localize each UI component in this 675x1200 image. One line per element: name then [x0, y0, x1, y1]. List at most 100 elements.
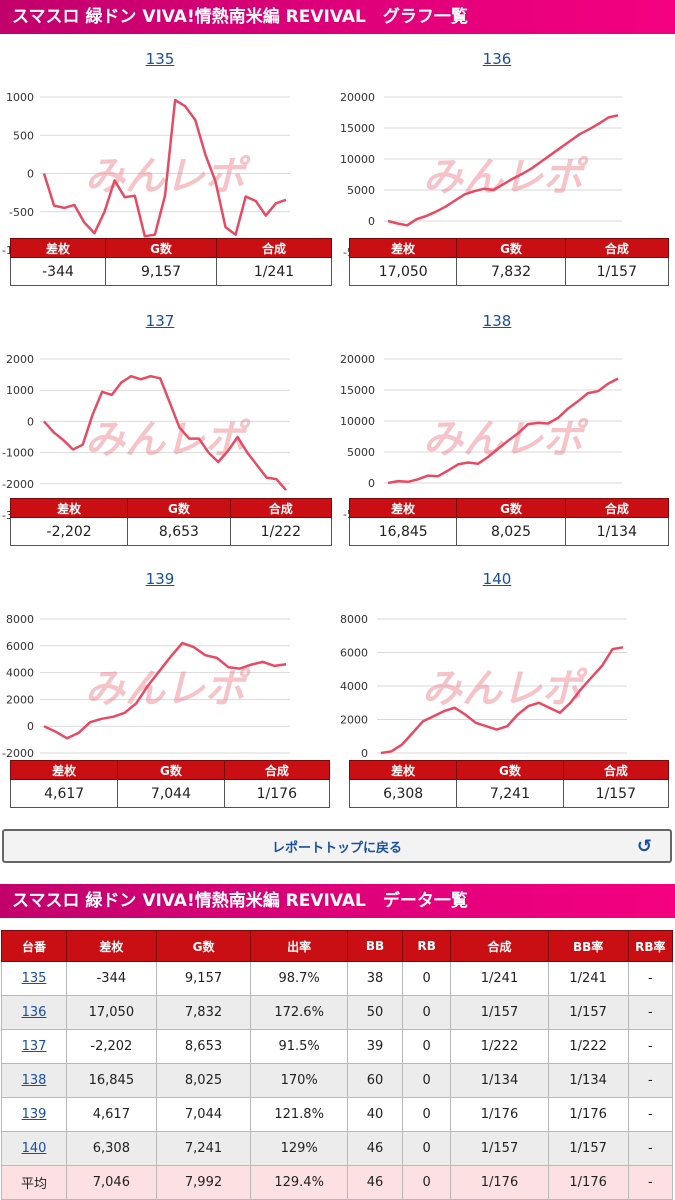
machine-number-link[interactable]: 139: [21, 1107, 47, 1122]
stat-table-138: 差枚 G数 合成 16,845 8,025 1/134: [348, 498, 670, 546]
chart-139: 8000 6000 4000 2000 0 -2000 みんレポ: [2, 613, 290, 760]
diff-value: -344: [10, 257, 106, 286]
table-cell: 39: [347, 1029, 404, 1064]
table-cell: 8,025: [155, 1063, 252, 1098]
table-cell: 0: [402, 1097, 452, 1132]
y-tick-label: 10000: [340, 415, 375, 428]
y-tick-label: -2000: [2, 478, 34, 491]
average-cell: 7,992: [155, 1165, 252, 1200]
table-cell: 1/157: [450, 995, 549, 1030]
machine-number-link[interactable]: 138: [21, 1073, 47, 1088]
table-cell: 135: [1, 961, 67, 996]
machine-number-link[interactable]: 137: [21, 1039, 47, 1054]
table-cell: -2,202: [65, 1029, 157, 1064]
y-tick-label: 4000: [340, 680, 368, 693]
table-cell: 138: [1, 1063, 67, 1098]
table-cell: 7,832: [155, 995, 252, 1030]
combined-value: 1/176: [223, 779, 331, 808]
stat-header: G数: [105, 238, 217, 258]
combined-value: 1/157: [564, 257, 670, 286]
back-to-report-top-button[interactable]: レポートトップに戻る ↺: [2, 829, 672, 863]
games-value: 7,044: [117, 779, 225, 808]
table-cell: 0: [402, 1131, 452, 1166]
graph-block-138: 13820000150001000050000-5000みんレポ差枚G数合成16…: [337, 312, 670, 562]
y-tick-label: 2000: [340, 714, 368, 727]
stat-header: 合成: [562, 760, 670, 780]
y-tick-label: 8000: [6, 613, 34, 626]
column-header: 合成: [450, 930, 549, 962]
table-cell: -: [627, 1131, 674, 1166]
machine-number-link[interactable]: 136: [21, 1005, 47, 1020]
games-value: 8,653: [127, 517, 231, 546]
machine-number-link[interactable]: 135: [21, 971, 47, 986]
y-tick-label: 5000: [347, 446, 375, 459]
table-cell: 7,044: [155, 1097, 252, 1132]
series-line: [43, 641, 287, 740]
column-header: 出率: [250, 930, 349, 962]
y-tick-label: 0: [368, 215, 375, 228]
column-header: RB: [402, 930, 452, 962]
combined-value: 1/157: [562, 779, 670, 808]
table-cell: 137: [1, 1029, 67, 1064]
table-cell: 0: [402, 995, 452, 1030]
table-cell: -344: [65, 961, 157, 996]
table-row: 137 -2,202 8,653 91.5% 39 0 1/222 1/222-: [1, 1029, 674, 1064]
y-tick-label: 0: [368, 477, 375, 490]
graph-block-136: 13620000150001000050000-5000みんレポ差枚G数合成17…: [337, 50, 670, 300]
y-tick-label: 4000: [6, 667, 34, 680]
stat-header: G数: [456, 238, 566, 258]
average-cell: 0: [402, 1165, 452, 1200]
column-header: G数: [155, 930, 252, 962]
series-line: [387, 114, 619, 227]
diff-value: -2,202: [9, 517, 129, 546]
series-line: [43, 374, 287, 491]
table-cell: 1/241: [450, 961, 549, 996]
table-cell: 38: [347, 961, 404, 996]
machine-link-138[interactable]: 138: [482, 312, 512, 330]
y-tick-label: 2000: [6, 693, 34, 706]
machine-link-137[interactable]: 137: [145, 312, 175, 330]
machine-link-135[interactable]: 135: [145, 50, 175, 68]
stat-header: G数: [117, 760, 225, 780]
y-tick-label: -2000: [2, 747, 34, 760]
diff-value: 6,308: [348, 779, 458, 808]
y-tick-label: -500: [9, 206, 34, 219]
table-cell: 139: [1, 1097, 67, 1132]
stat-table-139: 差枚 G数 合成 4,617 7,044 1/176: [9, 760, 331, 808]
y-tick-label: 0: [27, 720, 34, 733]
machine-link-136[interactable]: 136: [482, 50, 512, 68]
stat-header: 差枚: [10, 238, 106, 258]
table-cell: 0: [402, 1063, 452, 1098]
table-cell: 17,050: [65, 995, 157, 1030]
stat-header: 合成: [564, 238, 670, 258]
y-tick-label: 500: [13, 129, 34, 142]
games-value: 7,241: [456, 779, 564, 808]
graph-block-139: 139 8000 6000 4000 2000 0 -2000 みんレポ 差枚 G数 合成 4,617…: [0, 570, 331, 820]
table-cell: 50: [347, 995, 404, 1030]
machine-link-140[interactable]: 140: [482, 570, 512, 588]
table-cell: 121.8%: [250, 1097, 349, 1132]
table-cell: -: [627, 1063, 674, 1098]
table-cell: 40: [347, 1097, 404, 1132]
machine-number-link[interactable]: 140: [21, 1141, 47, 1156]
y-tick-label: 5000: [347, 184, 375, 197]
average-cell: 平均: [1, 1165, 67, 1200]
table-cell: -: [627, 1029, 674, 1064]
machine-link-139[interactable]: 139: [145, 570, 175, 588]
table-cell: 1/134: [547, 1063, 629, 1098]
y-tick-label: 0: [361, 747, 368, 760]
table-cell: -: [627, 1097, 674, 1132]
table-cell: 46: [347, 1131, 404, 1166]
stat-header: 合成: [223, 760, 331, 780]
table-cell: 1/222: [547, 1029, 629, 1064]
stat-header: 差枚: [348, 498, 458, 518]
table-cell: 0: [402, 961, 452, 996]
stat-header: 合成: [564, 498, 670, 518]
series-line: [387, 377, 619, 485]
stat-header: G数: [127, 498, 231, 518]
table-cell: 0: [402, 1029, 452, 1064]
stat-header: G数: [456, 498, 566, 518]
y-tick-label: 6000: [6, 640, 34, 653]
table-row: 135 -344 9,157 98.7% 38 0 1/241 1/241-: [1, 961, 674, 996]
